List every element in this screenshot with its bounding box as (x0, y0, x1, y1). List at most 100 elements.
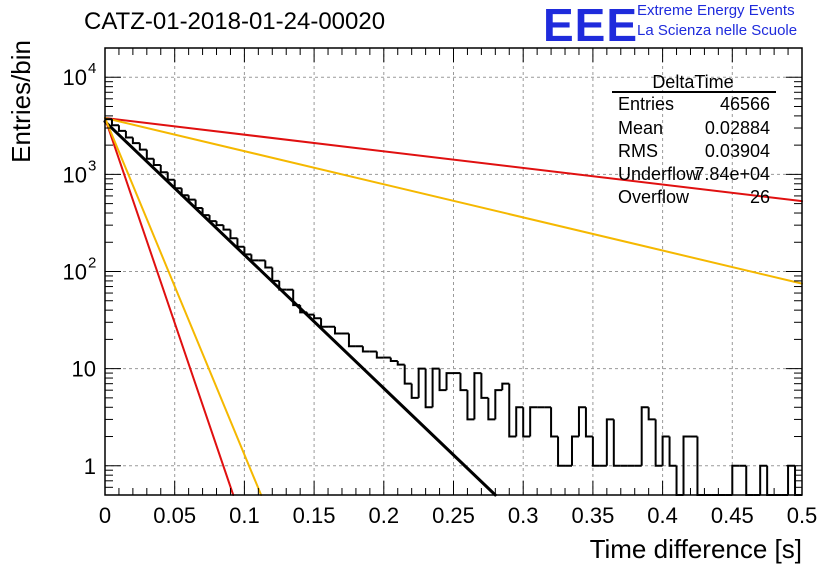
x-tick-label-2: 0.1 (229, 503, 260, 528)
stats-box: DeltaTime Entries 46566 Mean 0.02884 RMS… (612, 72, 776, 207)
histogram-bin-61 (529, 406, 538, 437)
y-tick-label-0: 1 (84, 454, 96, 479)
x-tick-label-1: 0.05 (153, 503, 196, 528)
y-tick-label-4: 10 (63, 65, 87, 90)
x-tick-label-8: 0.4 (647, 503, 678, 528)
histogram-bin-72 (605, 418, 614, 466)
histogram-bin-41 (389, 357, 398, 362)
histogram-bin-59 (515, 406, 524, 437)
histogram-bin-19 (236, 238, 245, 248)
histogram-bin-37 (361, 346, 370, 353)
x-tick-label-10: 0.5 (787, 503, 818, 528)
histogram-bin-33 (334, 326, 342, 335)
histogram-bin-52 (466, 390, 475, 421)
x-tick-label-7: 0.35 (571, 503, 614, 528)
histogram-bin-21 (250, 254, 259, 262)
histogram-bin-65 (557, 436, 566, 467)
histogram-bin-24 (271, 267, 280, 282)
histogram-bin-70 (591, 436, 600, 467)
histogram-bin-80 (661, 435, 670, 466)
fit-line-4 (104, 117, 263, 496)
x-tick-label-6: 0.3 (508, 503, 539, 528)
chart-title: CATZ-01-2018-01-24-00020 (84, 8, 386, 35)
histogram-bin-17 (222, 225, 231, 231)
histogram-bin-83 (682, 435, 691, 495)
stats-label-underflow: Underflow (618, 164, 700, 184)
histogram-bin-78 (647, 407, 656, 421)
fit-line-3 (104, 117, 235, 496)
histogram-bin-13 (194, 199, 203, 210)
histogram-bin-43 (403, 364, 412, 385)
histogram-bin-15 (208, 215, 217, 223)
y-tick-label-exp-2: 2 (88, 255, 96, 272)
histogram-bin-25 (278, 280, 287, 291)
histogram-bin-8 (159, 164, 168, 174)
histogram-bin-95 (766, 465, 775, 496)
histogram-bin-28 (299, 305, 308, 314)
histogram-bin-73 (612, 419, 621, 467)
stats-label-overflow: Overflow (618, 187, 690, 207)
grid-lines (105, 48, 802, 495)
histogram-bin-29 (306, 312, 315, 316)
stats-title: DeltaTime (652, 72, 733, 92)
histogram-bin-58 (508, 383, 517, 438)
histogram-bin-64 (550, 407, 559, 438)
histogram-bin-39 (375, 351, 384, 359)
histogram-bin-11 (180, 188, 189, 197)
histogram-bin-10 (173, 179, 182, 190)
histogram-bin-7 (152, 158, 161, 166)
x-tick-label-3: 0.15 (293, 503, 336, 528)
histogram-bin-82 (675, 465, 684, 496)
histogram-bin-47 (431, 367, 440, 408)
histogram-bin-16 (215, 221, 224, 227)
x-axis-title: Time difference [s] (590, 534, 802, 564)
stats-label-mean: Mean (618, 118, 663, 138)
histogram-bin-23 (264, 260, 273, 269)
histogram-bin-31 (320, 318, 329, 328)
histogram-bin-60 (522, 407, 531, 438)
histogram-bin-57 (501, 382, 510, 391)
histogram-bin-94 (759, 464, 768, 495)
fit-line-2 (104, 117, 803, 285)
y-tick-label-2: 10 (63, 260, 87, 285)
histogram-bin-68 (577, 406, 586, 437)
histogram-bin-2 (117, 125, 126, 132)
histogram-bin-77 (640, 406, 649, 466)
histogram-bin-27 (292, 289, 301, 307)
histogram-bin-54 (480, 373, 489, 399)
histogram-bin-4 (131, 137, 140, 145)
stats-label-entries: Entries (618, 94, 674, 114)
histogram-bin-90 (731, 464, 740, 495)
histogram-bin-56 (494, 389, 503, 420)
stats-value-overflow: 26 (750, 187, 770, 207)
histogram-bin-48 (438, 368, 447, 392)
histogram-bin-18 (229, 229, 238, 240)
stats-value-rms: 0.03904 (705, 141, 770, 161)
y-tick-label-exp-4: 4 (88, 60, 96, 77)
histogram-bin-55 (487, 397, 496, 421)
histogram-bin-35 (347, 333, 356, 348)
axes: 0 0.05 0.1 0.15 0.2 0.25 0.3 0.35 0.4 0.45 0.5 1 10 1… (63, 47, 818, 528)
x-tick-label-0: 0 (99, 503, 111, 528)
histogram-bin-51 (459, 373, 468, 392)
histogram-bin-67 (570, 435, 579, 466)
y-tick-label-1: 10 (72, 357, 96, 382)
histogram-bin-42 (396, 360, 405, 366)
x-tick-label-9: 0.45 (711, 503, 754, 528)
histogram-bin-46 (424, 368, 433, 409)
histogram-bin-98 (787, 464, 796, 495)
histogram-bin-30 (313, 314, 322, 320)
histogram-bin-79 (654, 419, 663, 467)
x-tick-label-4: 0.2 (369, 503, 400, 528)
histogram-bin-69 (584, 407, 593, 438)
histogram-bin-3 (124, 130, 133, 139)
stats-value-underflow: 7.84e+04 (694, 164, 770, 184)
histogram-bin-9 (166, 172, 175, 181)
fit-line-1 (104, 117, 803, 203)
histogram-bin-20 (243, 246, 252, 256)
histogram-bin-92 (745, 465, 754, 496)
histogram-bin-5 (138, 143, 147, 151)
stats-value-mean: 0.02884 (705, 118, 770, 138)
histogram-bin-6 (145, 149, 154, 160)
